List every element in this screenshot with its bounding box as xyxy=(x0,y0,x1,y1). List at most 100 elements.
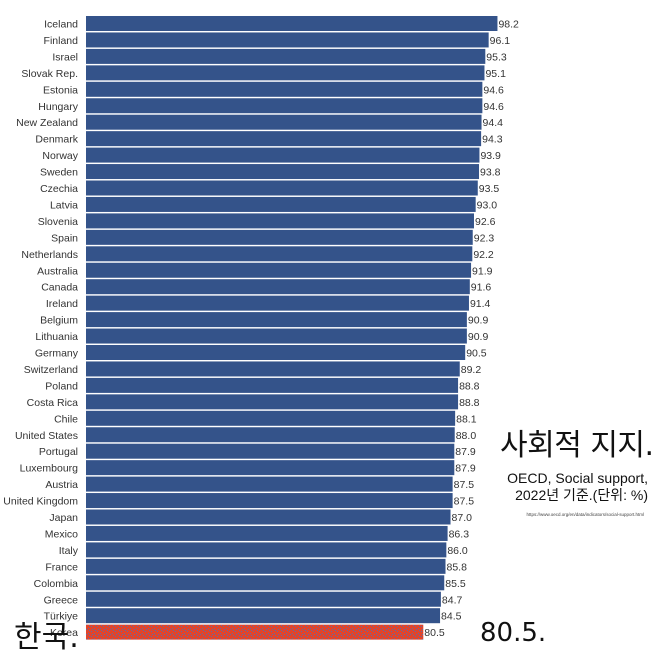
value-label: 91.6 xyxy=(471,282,492,294)
value-label: 84.5 xyxy=(441,611,462,623)
highlight-value: 80.5. xyxy=(480,618,547,648)
bar-lithuania xyxy=(86,328,467,344)
value-label: 87.0 xyxy=(452,512,473,524)
bar-hungary xyxy=(86,98,483,114)
category-label: Canada xyxy=(41,282,78,294)
category-label: Austria xyxy=(45,479,78,491)
value-label: 93.0 xyxy=(477,199,498,211)
bar-greece xyxy=(86,591,441,607)
category-label: Estonia xyxy=(43,84,78,96)
bar-estonia xyxy=(86,81,483,97)
category-label: Luxembourg xyxy=(20,463,79,475)
bar-norway xyxy=(86,147,480,163)
value-label: 94.6 xyxy=(483,84,504,96)
value-label: 88.8 xyxy=(459,397,480,409)
bar-slovenia xyxy=(86,213,474,229)
value-label: 91.4 xyxy=(470,298,491,310)
bar-t-rkiye xyxy=(86,608,441,624)
bar-colombia xyxy=(86,575,445,591)
category-label: Germany xyxy=(35,348,79,360)
chart-title: 사회적 지지. xyxy=(500,428,654,463)
value-label: 92.3 xyxy=(474,232,495,244)
bar-portugal xyxy=(86,443,455,459)
category-label: New Zealand xyxy=(16,117,78,129)
source-link[interactable]: https://www.oecd.org/en/data/indicators/… xyxy=(526,512,644,517)
category-label: France xyxy=(45,561,78,573)
category-label: Japan xyxy=(49,512,78,524)
category-label: Mexico xyxy=(45,528,78,540)
value-label: 87.5 xyxy=(454,479,475,491)
bar-sweden xyxy=(86,164,480,180)
category-label: Norway xyxy=(42,150,78,162)
bar-iceland xyxy=(86,16,498,31)
bar-canada xyxy=(86,279,470,295)
category-label: Iceland xyxy=(44,19,78,31)
value-label: 87.9 xyxy=(455,446,476,458)
value-label: 90.9 xyxy=(468,331,489,343)
bar-chile xyxy=(86,410,456,426)
category-label: Costa Rica xyxy=(27,397,79,409)
category-label: Slovak Rep. xyxy=(21,68,78,80)
category-label: United Kingdom xyxy=(3,496,78,508)
category-label: Greece xyxy=(44,594,79,606)
value-label: 92.2 xyxy=(473,249,494,261)
bar-belgium xyxy=(86,312,467,328)
highlight-label: 한국. xyxy=(14,620,79,655)
category-label: Belgium xyxy=(40,315,78,327)
bar-spain xyxy=(86,229,473,245)
bar-luxembourg xyxy=(86,460,455,476)
value-label: 95.1 xyxy=(485,68,506,80)
subtitle-line-2: 2022년 기준.(단위: %) xyxy=(515,487,648,503)
bar-poland xyxy=(86,377,459,393)
bar-costa-rica xyxy=(86,394,459,410)
category-label: Ireland xyxy=(46,298,78,310)
bar-new-zealand xyxy=(86,114,482,130)
bar-ireland xyxy=(86,295,469,311)
value-label: 89.2 xyxy=(461,364,482,376)
category-label: Chile xyxy=(54,413,78,425)
category-label: United States xyxy=(15,430,78,442)
category-label: Israel xyxy=(52,51,78,63)
bar-mexico xyxy=(86,525,448,541)
category-label: Denmark xyxy=(35,134,78,146)
bar-korea xyxy=(86,624,424,640)
bar-slovak-rep- xyxy=(86,65,485,81)
subtitle-line-1: OECD, Social support, xyxy=(507,470,648,486)
category-label: Sweden xyxy=(40,167,78,179)
bar-united-states xyxy=(86,427,455,443)
value-label: 94.4 xyxy=(483,117,504,129)
value-label: 88.1 xyxy=(456,413,477,425)
category-label: Colombia xyxy=(34,578,79,590)
category-label: Poland xyxy=(45,380,78,392)
value-label: 85.8 xyxy=(447,561,468,573)
category-label: Lithuania xyxy=(35,331,78,343)
value-label: 93.8 xyxy=(480,167,501,179)
value-label: 92.6 xyxy=(475,216,496,228)
value-label: 94.3 xyxy=(482,134,503,146)
value-label: 94.6 xyxy=(483,101,504,113)
value-label: 88.0 xyxy=(456,430,477,442)
bar-france xyxy=(86,558,446,574)
bar-switzerland xyxy=(86,361,460,377)
bar-finland xyxy=(86,32,489,48)
value-label: 88.8 xyxy=(459,380,480,392)
value-label: 85.5 xyxy=(445,578,466,590)
category-label: Korea xyxy=(50,627,78,639)
chart-subtitle: OECD, Social support, 2022년 기준.(단위: %) xyxy=(507,470,648,504)
category-label: Czechia xyxy=(40,183,78,195)
bar-austria xyxy=(86,476,453,492)
value-label: 87.9 xyxy=(455,463,476,475)
value-label: 96.1 xyxy=(490,35,511,47)
bar-australia xyxy=(86,262,472,278)
value-label: 87.5 xyxy=(454,496,475,508)
category-label: Türkiye xyxy=(44,611,79,623)
value-label: 93.5 xyxy=(479,183,500,195)
value-label: 90.5 xyxy=(466,348,487,360)
bar-germany xyxy=(86,345,466,360)
bar-latvia xyxy=(86,196,476,212)
value-label: 86.0 xyxy=(447,545,468,557)
category-label: Slovenia xyxy=(38,216,78,228)
bar-japan xyxy=(86,509,451,525)
bar-netherlands xyxy=(86,246,473,262)
